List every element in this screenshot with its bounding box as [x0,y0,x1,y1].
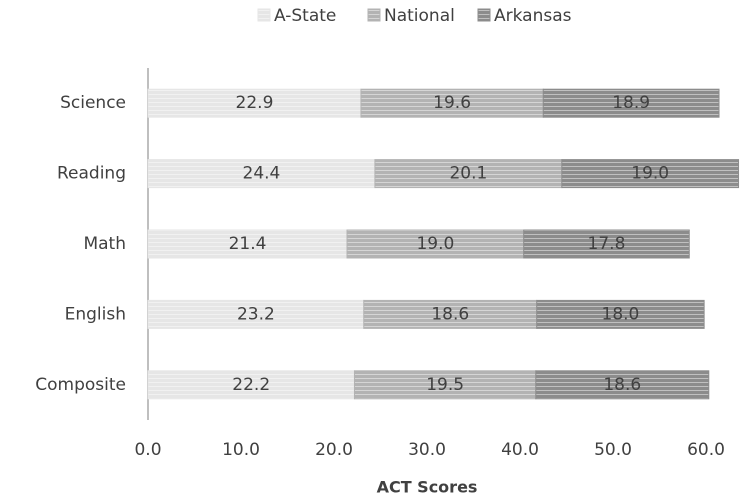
x-tick-label: 10.0 [222,440,260,460]
data-label: 19.0 [416,234,454,254]
data-label: 19.0 [631,164,669,184]
data-label: 22.9 [236,93,274,113]
y-tick-label: Math [83,234,126,254]
y-tick-label: English [65,304,126,324]
x-tick-label: 0.0 [134,440,161,460]
legend-swatch [477,8,491,22]
bar-segment [561,159,740,189]
x-tick-label: 60.0 [687,440,725,460]
bar-segment [542,88,720,118]
y-tick-label: Science [60,93,126,113]
legend-label: Arkansas [494,6,572,26]
bar-segment [535,370,710,400]
legend-swatch [257,8,271,22]
data-label: 19.6 [433,93,471,113]
bar-segment [360,88,544,118]
legend-label: National [384,6,455,26]
bar-segment [536,299,705,329]
data-label: 18.6 [431,304,469,324]
data-label: 21.4 [229,234,267,254]
legend-label: A-State [274,6,336,26]
data-label: 18.9 [612,93,650,113]
bar-segment [147,299,365,329]
y-tick-label: Composite [35,375,126,395]
data-label: 17.8 [588,234,626,254]
x-tick-label: 50.0 [594,440,632,460]
data-label: 19.5 [426,375,464,395]
data-label: 23.2 [237,304,275,324]
x-axis-title: ACT Scores [377,478,478,497]
x-tick-label: 30.0 [408,440,446,460]
y-tick-label: Reading [57,164,126,184]
x-tick-label: 20.0 [315,440,353,460]
data-label: 20.1 [449,164,487,184]
data-label: 18.0 [602,304,640,324]
bar-segment [147,370,355,400]
x-tick-label: 40.0 [501,440,539,460]
bar-segment [523,229,690,259]
data-label: 18.6 [603,375,641,395]
bar-segment [353,370,537,400]
bar-segment [363,299,538,329]
legend-swatch [367,8,381,22]
data-label: 22.2 [232,375,270,395]
data-label: 24.4 [243,164,281,184]
